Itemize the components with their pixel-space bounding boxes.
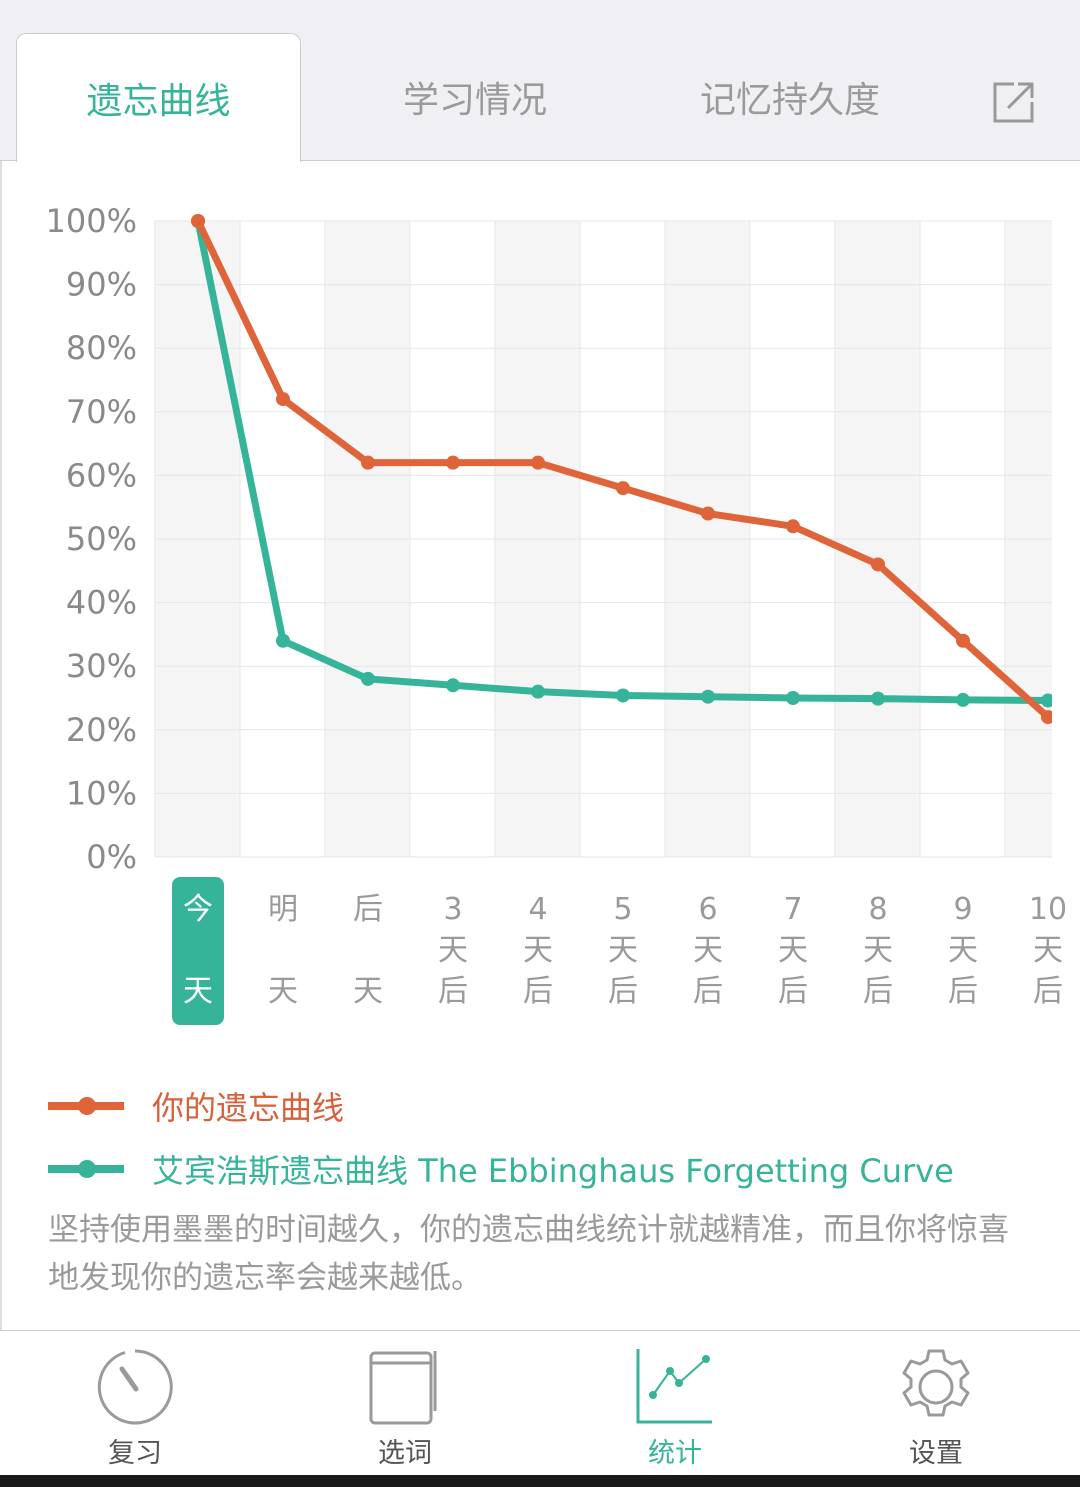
x-tick-label: 天 [183, 974, 213, 1009]
x-tick-label: 后 [948, 974, 978, 1009]
x-tick-label: 天 [693, 933, 723, 968]
legend-swatch [48, 1160, 124, 1178]
series-ebbinghaus [191, 214, 1052, 708]
legend-label: 艾宾浩斯遗忘曲线 The Ebbinghaus Forgetting Curve [152, 1152, 954, 1190]
data-point [701, 506, 715, 521]
x-tick-label: 天 [438, 933, 468, 968]
nav-select-words[interactable]: 选词 [305, 1331, 505, 1476]
bottom-nav: 复习 选词 统计 设置 [0, 1330, 1080, 1475]
x-tick-label: 后 [438, 974, 468, 1009]
legend-swatch [48, 1097, 124, 1115]
x-tick-label: 天 [778, 933, 808, 968]
data-point [786, 519, 800, 534]
x-tick-label: 10 [1029, 892, 1067, 927]
data-point [276, 633, 290, 648]
y-tick-label: 90% [66, 266, 137, 304]
data-point [871, 557, 885, 572]
y-tick-label: 80% [66, 329, 137, 367]
y-tick-label: 70% [66, 393, 137, 431]
y-tick-label: 30% [66, 647, 137, 685]
nav-review[interactable]: 复习 [35, 1331, 235, 1476]
y-tick-label: 60% [66, 456, 137, 494]
nav-label: 统计 [648, 1438, 702, 1469]
data-point [956, 633, 970, 648]
x-tick-label: 后 [523, 974, 553, 1009]
data-point [361, 455, 375, 470]
x-tick-label: 天 [523, 933, 553, 968]
data-point [446, 455, 460, 470]
x-tick-label: 7 [783, 892, 802, 927]
data-point [361, 671, 375, 686]
forgetting-curve-chart: 0%10%20%30%40%50%60%70%80%90%100%今天明天后天3… [46, 202, 1067, 1025]
x-tick-label: 天 [863, 933, 893, 968]
selected-day-highlight [172, 877, 224, 1025]
x-tick-label: 天 [948, 933, 978, 968]
data-point [191, 214, 205, 228]
data-point [871, 691, 885, 706]
system-bar [0, 1475, 1080, 1487]
chart-panel: 0% 10% 20% 30% 40% 50% 60% 70% 80% 90% 100% 今天明天后天 3… [0, 161, 1080, 1330]
nav-statistics[interactable]: 统计 [575, 1331, 775, 1476]
data-point [956, 692, 970, 707]
y-tick-label: 100% [46, 202, 137, 240]
share-icon[interactable] [992, 80, 1036, 124]
x-tick-label: 8 [868, 892, 887, 927]
legend-item-ebbinghaus: 艾宾浩斯遗忘曲线 The Ebbinghaus Forgetting Curve [48, 1146, 954, 1192]
tab-study-status[interactable]: 学习情况 [402, 80, 547, 121]
tab-memory-durability[interactable]: 记忆持久度 [699, 80, 880, 121]
data-point [701, 689, 715, 704]
x-tick-label: 天 [608, 933, 638, 968]
y-tick-label: 40% [66, 584, 137, 622]
tab-bar: 遗忘曲线 学习情况 记忆持久度 [0, 0, 1080, 162]
nav-label: 设置 [909, 1438, 963, 1469]
gear-icon [902, 1349, 970, 1417]
data-point [786, 691, 800, 705]
x-tick-label: 天 [1033, 933, 1063, 968]
line-chart-icon [636, 1349, 712, 1424]
timer-icon [97, 1349, 173, 1425]
legend-item-yours: 你的遗忘曲线 [48, 1083, 344, 1129]
data-point [1041, 710, 1052, 725]
y-tick-label: 0% [86, 838, 137, 876]
legend-label: 你的遗忘曲线 [152, 1089, 345, 1127]
x-tick-label: 后 [863, 974, 893, 1009]
tab-forgetting-curve[interactable]: 遗忘曲线 [16, 33, 301, 162]
series-yours [191, 214, 1052, 725]
y-tick-label: 50% [66, 520, 137, 558]
x-tick-label: 后 [608, 974, 638, 1009]
data-point [531, 455, 545, 470]
x-tick-label: 后 [693, 974, 723, 1009]
note-text: 坚持使用墨墨的时间越久，你的遗忘曲线统计就越精准，而且你将惊喜地发现你的遗忘率会… [48, 1212, 1009, 1296]
x-tick-label: 今 [183, 892, 213, 927]
x-tick-label: 天 [353, 974, 383, 1009]
data-point [1041, 693, 1052, 708]
x-tick-label: 5 [613, 892, 632, 927]
x-tick-label: 后 [1033, 974, 1063, 1009]
data-point [616, 481, 630, 496]
x-tick-label: 9 [953, 892, 972, 927]
x-tick-label: 后 [778, 974, 808, 1009]
x-tick-label: 3 [443, 892, 462, 927]
y-tick-label: 20% [66, 711, 137, 749]
data-point [616, 688, 630, 703]
x-tick-label: 6 [698, 892, 717, 927]
x-tick-label: 明 [268, 892, 298, 927]
data-point [531, 684, 545, 699]
x-tick-label: 天 [268, 974, 298, 1009]
nav-label: 复习 [108, 1438, 162, 1469]
nav-settings[interactable]: 设置 [836, 1331, 1036, 1476]
y-tick-label: 10% [66, 774, 137, 812]
data-point [446, 678, 460, 693]
x-tick-label: 后 [353, 892, 383, 927]
nav-label: 选词 [378, 1438, 432, 1469]
x-tick-label: 4 [528, 892, 547, 927]
book-icon [369, 1351, 437, 1425]
data-point [276, 392, 290, 407]
